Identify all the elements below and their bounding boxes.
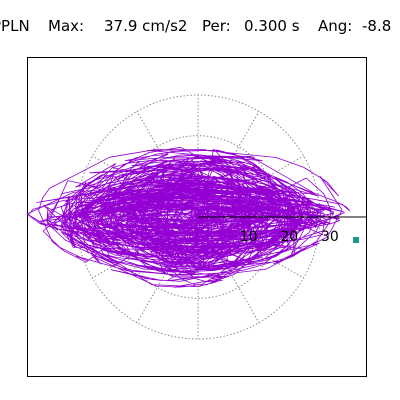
ring-label: 30 (321, 229, 339, 245)
grid-spoke (92, 155, 164, 198)
response-header: PPLN Max: 37.9 cm/s2 Per: 0.300 s Ang: -… (0, 17, 400, 39)
max-marker (353, 237, 359, 243)
max-label: Max: (48, 17, 85, 35)
ring-label: 20 (280, 229, 298, 245)
period-value: 0.300 s (244, 17, 300, 35)
angle-label: Ang: (318, 17, 353, 35)
grid-spoke (136, 111, 179, 183)
grid-spoke (232, 236, 304, 279)
motion-trace (26, 146, 351, 288)
grid-spoke (136, 251, 179, 323)
angle-value: -8.8 (362, 17, 392, 35)
grid-spoke (217, 111, 260, 183)
grid-spoke (217, 251, 260, 323)
ring-labels: 10 20 30 (240, 229, 339, 245)
ring-label: 10 (240, 229, 258, 245)
period-label: Per: (202, 17, 231, 35)
grid-spoke (92, 236, 164, 279)
station-code: PPLN (0, 17, 30, 35)
max-value: 37.9 cm/s2 (104, 17, 188, 35)
